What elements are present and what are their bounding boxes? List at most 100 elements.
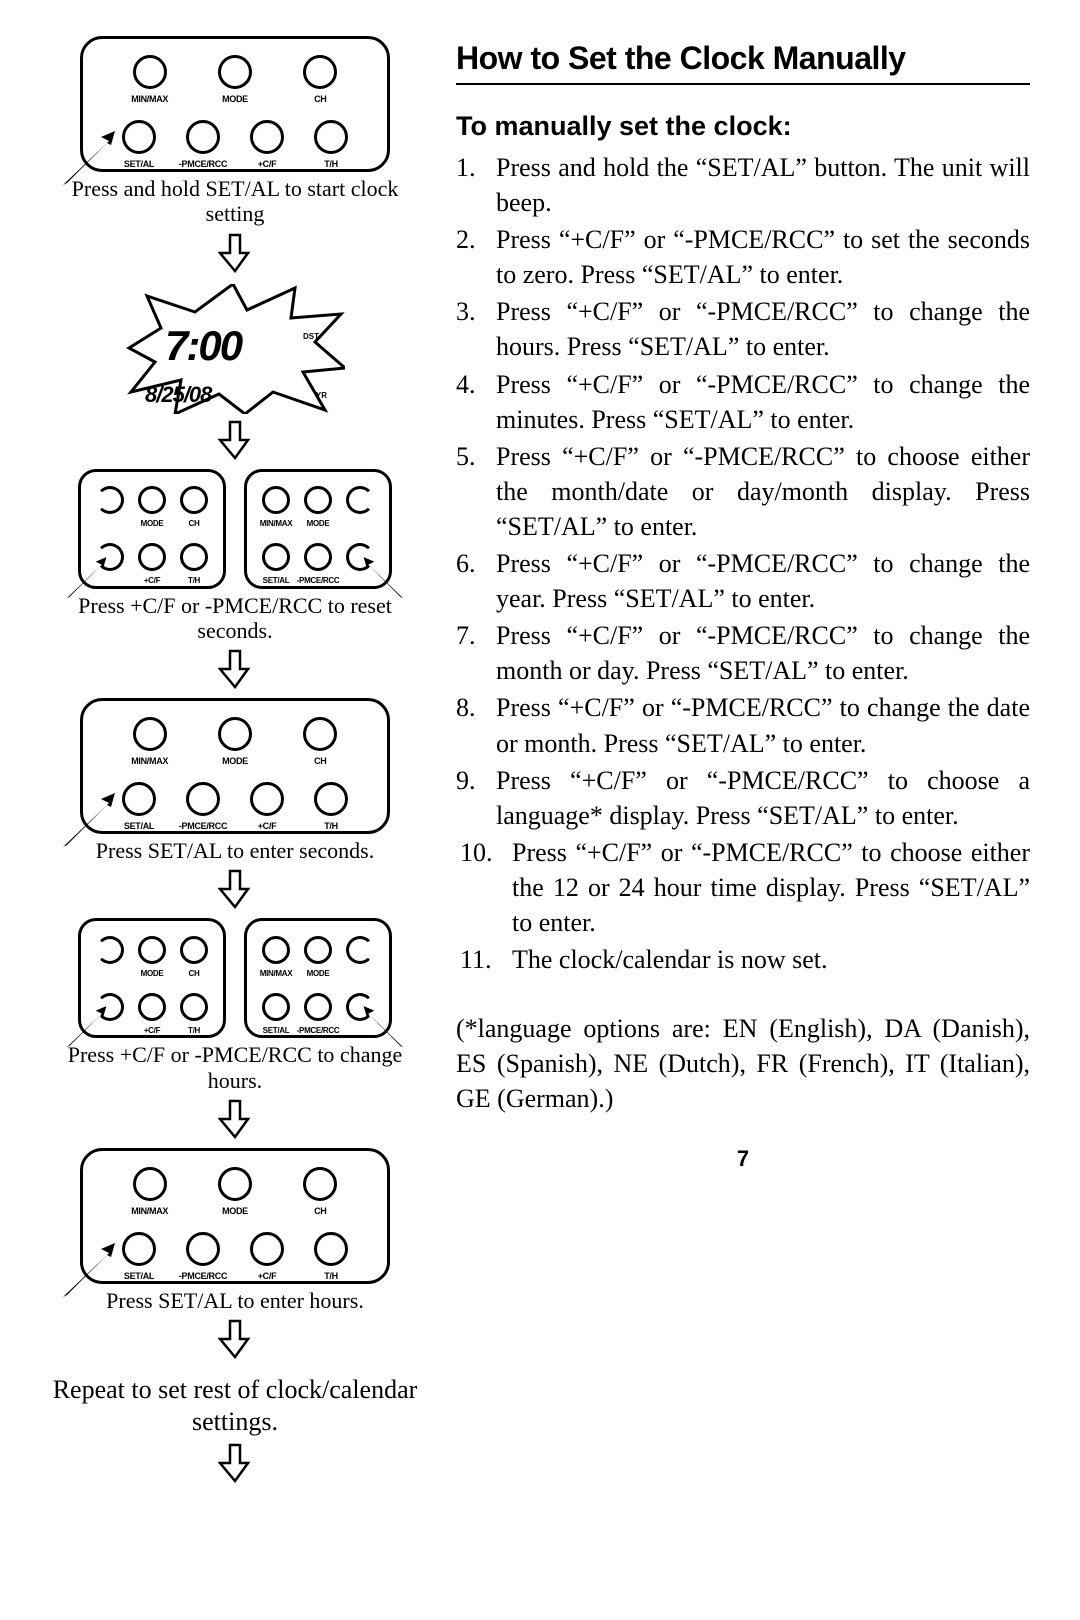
- step: Press “+C/F” or “-PMCE/RCC” to change th…: [456, 618, 1030, 688]
- clock-display: 7:00 8/25/08 DST YR: [125, 284, 345, 414]
- label: -PMCE/RCC: [170, 821, 236, 831]
- label: +C/F: [234, 821, 300, 831]
- small-panel-left: MODE CH +C/F T/H: [78, 469, 226, 589]
- btn: MIN/MAX: [133, 717, 167, 751]
- button-panel-2: MIN/MAX MODE CH SET/AL -PMCE/RCC +C/F T/…: [80, 698, 390, 834]
- btn: [346, 993, 374, 1021]
- footnote: (*language options are: EN (English), DA…: [456, 1011, 1030, 1116]
- label: MODE: [130, 519, 174, 528]
- step: Press “+C/F” or “-PMCE/RCC” to choose ei…: [456, 835, 1030, 940]
- label-mode: MODE: [202, 94, 268, 104]
- btn: SET/AL: [122, 782, 156, 816]
- btn: MODE: [304, 486, 332, 514]
- btn: +C/F: [250, 1232, 284, 1266]
- label: -PMCE/RCC: [170, 1271, 236, 1281]
- page-number: 7: [456, 1146, 1030, 1172]
- small-panel-right: MIN/MAX MODE SET/AL -PMCE/RCC: [244, 918, 392, 1038]
- btn: [96, 993, 124, 1021]
- step: The clock/calendar is now set.: [456, 942, 1030, 977]
- label: +C/F: [130, 576, 174, 585]
- step: Press “+C/F” or “-PMCE/RCC” to choose ei…: [456, 439, 1030, 544]
- label: -PMCE/RCC: [296, 576, 340, 585]
- btn: -PMCE/RCC: [186, 1232, 220, 1266]
- btn: -PMCE/RCC: [186, 782, 220, 816]
- caption-2: Press +C/F or -PMCE/RCC to reset seconds…: [50, 593, 420, 644]
- step: Press “+C/F” or “-PMCE/RCC” to change th…: [456, 546, 1030, 616]
- caption-6: Repeat to set rest of clock/calendar set…: [50, 1374, 420, 1436]
- yr-label: YR: [316, 391, 327, 400]
- btn: CH: [303, 1167, 337, 1201]
- btn: CH: [303, 717, 337, 751]
- label: SET/AL: [254, 1026, 298, 1035]
- section-title: How to Set the Clock Manually: [456, 40, 1030, 85]
- caption-4: Press +C/F or -PMCE/RCC to change hours.: [50, 1042, 420, 1093]
- label: MODE: [296, 969, 340, 978]
- btn: [96, 543, 124, 571]
- btn: SET/AL: [122, 1232, 156, 1266]
- panel-pair-2: MODE CH +C/F T/H MIN/MAX MODE SET/AL -PM…: [78, 918, 392, 1038]
- steps-list: Press and hold the “SET/AL” button. The …: [456, 150, 1030, 977]
- btn: MODE: [304, 936, 332, 964]
- btn: [346, 486, 374, 514]
- btn: T/H: [314, 1232, 348, 1266]
- btn-th: T/H: [314, 120, 348, 154]
- label: MODE: [130, 969, 174, 978]
- btn: CH: [180, 486, 208, 514]
- label: CH: [287, 1206, 353, 1216]
- btn: [96, 936, 124, 964]
- caption-1: Press and hold SET/AL to start clock set…: [50, 176, 420, 227]
- label: MODE: [296, 519, 340, 528]
- label-th: T/H: [298, 159, 364, 169]
- btn: +C/F: [250, 782, 284, 816]
- step: Press “+C/F” or “-PMCE/RCC” to choose a …: [456, 763, 1030, 833]
- label: SET/AL: [106, 1271, 172, 1281]
- step: Press “+C/F” or “-PMCE/RCC” to set the s…: [456, 222, 1030, 292]
- label: MIN/MAX: [254, 969, 298, 978]
- btn: [96, 486, 124, 514]
- label: -PMCE/RCC: [296, 1026, 340, 1035]
- label: MIN/MAX: [117, 1206, 183, 1216]
- down-arrow-icon: [218, 420, 252, 465]
- label: SET/AL: [106, 821, 172, 831]
- btn: MIN/MAX: [133, 1167, 167, 1201]
- label: +C/F: [130, 1026, 174, 1035]
- btn-setal: SET/AL: [122, 120, 156, 154]
- btn: +C/F: [138, 543, 166, 571]
- btn: T/H: [180, 993, 208, 1021]
- btn: SET/AL: [262, 543, 290, 571]
- btn: MIN/MAX: [262, 486, 290, 514]
- btn: T/H: [180, 543, 208, 571]
- down-arrow-icon: [218, 1099, 252, 1144]
- btn: T/H: [314, 782, 348, 816]
- label: CH: [287, 756, 353, 766]
- btn: +C/F: [138, 993, 166, 1021]
- btn-mode: MODE: [218, 55, 252, 89]
- step: Press “+C/F” or “-PMCE/RCC” to change th…: [456, 690, 1030, 760]
- down-arrow-icon: [218, 649, 252, 694]
- btn: -PMCE/RCC: [304, 543, 332, 571]
- label: T/H: [172, 1026, 216, 1035]
- label: CH: [172, 519, 216, 528]
- btn: MODE: [138, 936, 166, 964]
- caption-3: Press SET/AL to enter seconds.: [96, 838, 374, 863]
- btn: MODE: [218, 1167, 252, 1201]
- dst-label: DST: [303, 332, 319, 341]
- subheading: To manually set the clock:: [456, 111, 1030, 142]
- right-column: How to Set the Clock Manually To manuall…: [456, 36, 1030, 1590]
- btn: -PMCE/RCC: [304, 993, 332, 1021]
- panel-pair-1: MODE CH +C/F T/H MIN/MAX MODE SET/AL -PM…: [78, 469, 392, 589]
- label: MIN/MAX: [117, 756, 183, 766]
- btn: MODE: [218, 717, 252, 751]
- button-panel-3: MIN/MAX MODE CH SET/AL -PMCE/RCC +C/F T/…: [80, 1148, 390, 1284]
- btn: MODE: [138, 486, 166, 514]
- button-panel-top: MIN/MAX MODE CH SET/AL -PMCE/RCC +C/F T/…: [80, 36, 390, 172]
- step: Press “+C/F” or “-PMCE/RCC” to change th…: [456, 367, 1030, 437]
- label: +C/F: [234, 1271, 300, 1281]
- step: Press “+C/F” or “-PMCE/RCC” to change th…: [456, 294, 1030, 364]
- btn: MIN/MAX: [262, 936, 290, 964]
- caption-5: Press SET/AL to enter hours.: [106, 1288, 364, 1313]
- label: T/H: [298, 821, 364, 831]
- btn: [346, 936, 374, 964]
- small-panel-left: MODE CH +C/F T/H: [78, 918, 226, 1038]
- left-column: MIN/MAX MODE CH SET/AL -PMCE/RCC +C/F T/…: [50, 36, 420, 1590]
